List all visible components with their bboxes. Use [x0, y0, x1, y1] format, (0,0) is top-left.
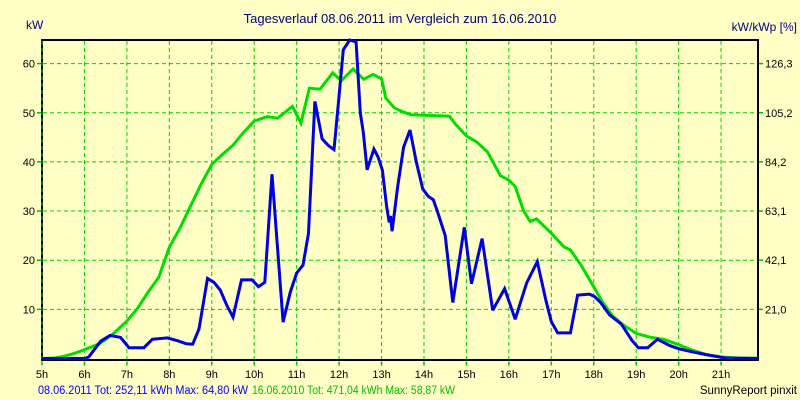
x-tick-label: 18h	[585, 369, 603, 381]
y-right-tick-label: 21,0	[765, 304, 786, 316]
x-tick-label: 13h	[372, 369, 390, 381]
y-left-tick-label: 10	[23, 304, 35, 316]
y-axis-left-tick-labels: 10 20 30 40 50 60	[23, 59, 35, 317]
y-right-tick-label: 126,3	[765, 59, 793, 71]
x-axis-tick-labels: 5h 6h 7h 8h 9h 10h 11h 12h 13h 14h 15h 16h 17h 18h 19h…	[36, 369, 730, 381]
x-tick-label: 10h	[245, 369, 263, 381]
x-tick-label: 14h	[415, 369, 433, 381]
x-tick-label: 21h	[712, 369, 730, 381]
y-right-tick-label: 63,1	[765, 206, 786, 218]
vertical-gridlines	[41, 41, 722, 359]
x-tick-label: 16h	[500, 369, 518, 381]
x-tick-label: 15h	[457, 369, 475, 381]
data-series-lines	[41, 38, 759, 360]
x-tick-label: 8h	[163, 369, 175, 381]
footer-credit: SunnyReport pinxit	[700, 385, 798, 397]
plot-border	[41, 39, 759, 361]
x-tick-label: 20h	[669, 369, 687, 381]
y-left-tick-label: 40	[23, 157, 35, 169]
y-left-tick-label: 30	[23, 206, 35, 218]
footer-stats-2011: 08.06.2011 Tot: 252,11 kWh Max: 64,80 kW	[38, 385, 248, 397]
chart-title: Tagesverlauf 08.06.2011 im Vergleich zum…	[244, 11, 557, 26]
x-tick-label: 7h	[121, 369, 133, 381]
axis-tick-marks	[37, 62, 763, 366]
y-right-tick-label: 42,1	[765, 255, 786, 267]
x-tick-label: 5h	[36, 369, 48, 381]
x-tick-label: 12h	[330, 369, 348, 381]
y-left-tick-label: 50	[23, 108, 35, 120]
y-left-tick-label: 20	[23, 255, 35, 267]
y-axis-right-tick-labels: 21,0 42,1 63,1 84,2 105,2 126,3	[765, 59, 793, 317]
x-tick-label: 9h	[206, 369, 218, 381]
series-line-16.06.2010	[41, 66, 759, 360]
x-tick-label: 17h	[542, 369, 560, 381]
x-tick-label: 11h	[288, 369, 306, 381]
y-right-tick-label: 105,2	[765, 108, 793, 120]
footer-stats-2010: 16.06.2010 Tot: 471,04 kWh Max: 58,87 kW	[252, 385, 455, 397]
series-line-08.06.2011	[42, 38, 759, 360]
y-axis-left-title: kW	[26, 18, 44, 32]
y-right-tick-label: 84,2	[765, 157, 786, 169]
x-tick-label: 6h	[78, 369, 90, 381]
x-tick-label: 19h	[627, 369, 645, 381]
y-axis-right-title: kW/kWp [%]	[732, 20, 797, 34]
y-left-tick-label: 60	[23, 59, 35, 71]
horizontal-gridlines	[43, 63, 757, 310]
